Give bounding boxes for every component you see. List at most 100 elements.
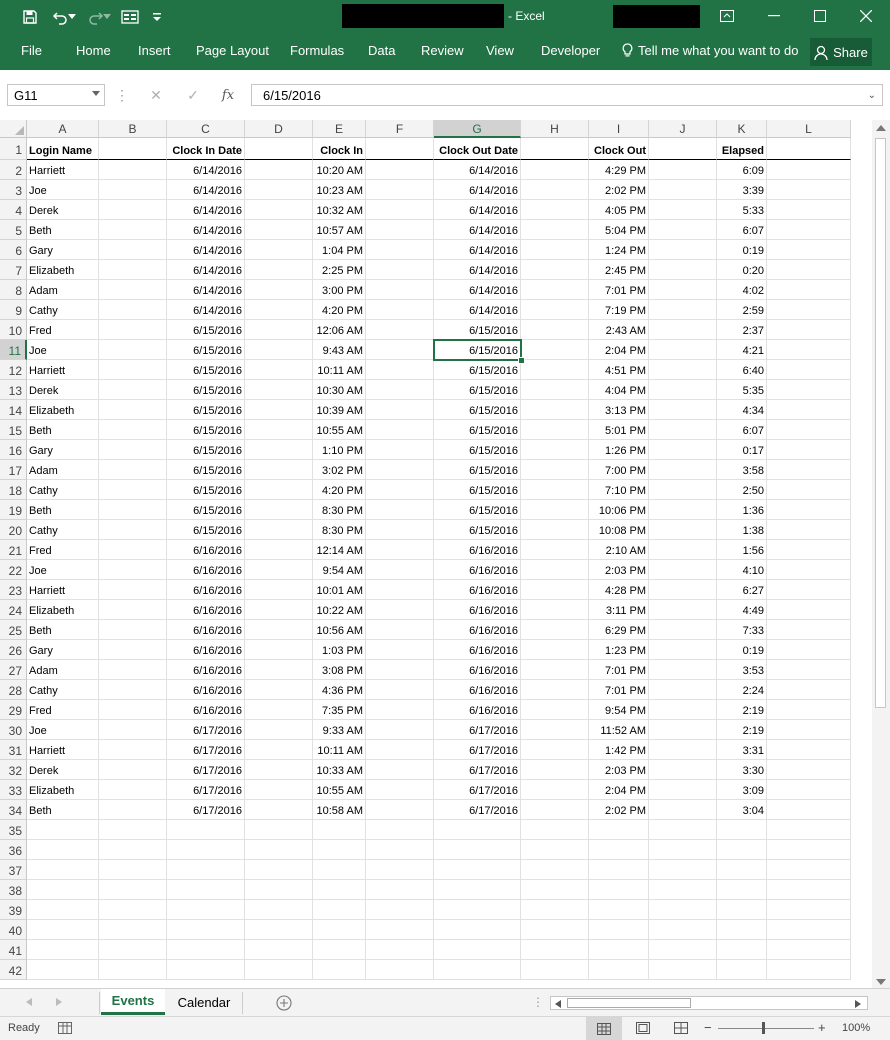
worksheet-grid[interactable]: A B C D E F G H I J K L 1 Login Name Clock In Date Cloc… (0, 120, 872, 988)
cell[interactable]: 6/15/2016 (167, 480, 245, 500)
cell[interactable]: 6/16/2016 (434, 560, 521, 580)
cell[interactable]: Joe (27, 560, 99, 580)
cell[interactable]: 6/16/2016 (167, 700, 245, 720)
cell[interactable]: 1:03 PM (313, 640, 366, 660)
cell[interactable]: 12:06 AM (313, 320, 366, 340)
cell[interactable]: 6:29 PM (589, 620, 649, 640)
cell[interactable] (649, 560, 717, 580)
cell[interactable]: 6/14/2016 (167, 280, 245, 300)
cell[interactable] (521, 340, 589, 360)
cell[interactable] (245, 860, 313, 880)
cell[interactable]: Cathy (27, 680, 99, 700)
cell[interactable] (366, 780, 434, 800)
cell[interactable] (767, 960, 851, 980)
cell[interactable] (245, 200, 313, 220)
cell[interactable]: Gary (27, 640, 99, 660)
cell[interactable] (521, 138, 589, 160)
cell[interactable] (245, 240, 313, 260)
cell[interactable]: 6/17/2016 (434, 740, 521, 760)
sheet-tab-calendar[interactable]: Calendar (167, 989, 241, 1015)
cell[interactable]: Login Name (27, 138, 99, 160)
macro-record-icon[interactable] (58, 1022, 72, 1037)
cell[interactable]: 2:02 PM (589, 800, 649, 820)
cell[interactable] (521, 400, 589, 420)
cell[interactable]: 12:14 AM (313, 540, 366, 560)
cell[interactable]: 2:25 PM (313, 260, 366, 280)
cell[interactable]: 2:03 PM (589, 560, 649, 580)
cell[interactable] (366, 460, 434, 480)
cell[interactable]: 7:01 PM (589, 680, 649, 700)
tab-home[interactable]: Home (76, 43, 111, 58)
cell[interactable]: 2:19 (717, 700, 767, 720)
prev-sheet-icon[interactable] (26, 997, 32, 1009)
cell[interactable]: 1:26 PM (589, 440, 649, 460)
cell[interactable] (99, 240, 167, 260)
cell[interactable] (649, 740, 717, 760)
row-header[interactable]: 5 (0, 220, 27, 240)
cell[interactable] (649, 600, 717, 620)
cell[interactable]: 6/17/2016 (167, 740, 245, 760)
cell[interactable] (767, 580, 851, 600)
row-header[interactable]: 21 (0, 540, 27, 560)
cell[interactable] (245, 420, 313, 440)
cell[interactable]: Adam (27, 280, 99, 300)
minimize-icon[interactable] (763, 6, 785, 26)
row-header[interactable]: 1 (0, 138, 27, 160)
cell[interactable] (245, 620, 313, 640)
cell[interactable] (167, 940, 245, 960)
cell[interactable]: 6/15/2016 (434, 440, 521, 460)
cell[interactable]: 4:49 (717, 600, 767, 620)
cell[interactable]: 5:01 PM (589, 420, 649, 440)
cell[interactable] (649, 300, 717, 320)
cell[interactable] (245, 680, 313, 700)
cell[interactable] (27, 820, 99, 840)
cell[interactable] (245, 760, 313, 780)
cell[interactable] (245, 380, 313, 400)
cell[interactable] (245, 520, 313, 540)
cell[interactable]: 6/16/2016 (434, 540, 521, 560)
row-header[interactable]: 20 (0, 520, 27, 540)
row-header[interactable]: 31 (0, 740, 27, 760)
cell[interactable] (245, 600, 313, 620)
cell[interactable]: 6/14/2016 (167, 200, 245, 220)
cell[interactable]: Fred (27, 540, 99, 560)
tab-review[interactable]: Review (421, 43, 464, 58)
cell[interactable] (767, 220, 851, 240)
cell[interactable]: Harriett (27, 160, 99, 180)
cell[interactable]: 4:10 (717, 560, 767, 580)
cell[interactable] (99, 960, 167, 980)
cell[interactable] (521, 760, 589, 780)
name-box[interactable]: G11 (7, 84, 105, 106)
cell[interactable] (167, 820, 245, 840)
cell[interactable]: 10:20 AM (313, 160, 366, 180)
cell[interactable]: 6/15/2016 (434, 500, 521, 520)
cell[interactable] (767, 420, 851, 440)
cell[interactable] (313, 940, 366, 960)
row-header[interactable]: 22 (0, 560, 27, 580)
cell[interactable] (167, 840, 245, 860)
zoom-level[interactable]: 100% (842, 1022, 871, 1034)
cell[interactable] (366, 320, 434, 340)
cell[interactable]: 1:42 PM (589, 740, 649, 760)
cell[interactable] (245, 360, 313, 380)
cell[interactable] (767, 820, 851, 840)
cell[interactable] (99, 640, 167, 660)
cell[interactable] (99, 320, 167, 340)
cell[interactable]: 4:21 (717, 340, 767, 360)
cell[interactable]: Joe (27, 720, 99, 740)
row-header[interactable]: 30 (0, 720, 27, 740)
cell[interactable] (245, 800, 313, 820)
scroll-down-icon[interactable] (876, 977, 886, 989)
column-header-g[interactable]: G (434, 120, 521, 138)
row-header[interactable]: 37 (0, 860, 27, 880)
cell[interactable]: 6/15/2016 (167, 320, 245, 340)
cell[interactable]: 6/15/2016 (434, 460, 521, 480)
cell[interactable] (99, 420, 167, 440)
cell[interactable] (649, 840, 717, 860)
cell[interactable] (649, 180, 717, 200)
cell[interactable]: 6/14/2016 (434, 200, 521, 220)
cell[interactable]: 4:20 PM (313, 480, 366, 500)
cell[interactable] (245, 740, 313, 760)
cell[interactable] (27, 940, 99, 960)
row-header[interactable]: 2 (0, 160, 27, 180)
